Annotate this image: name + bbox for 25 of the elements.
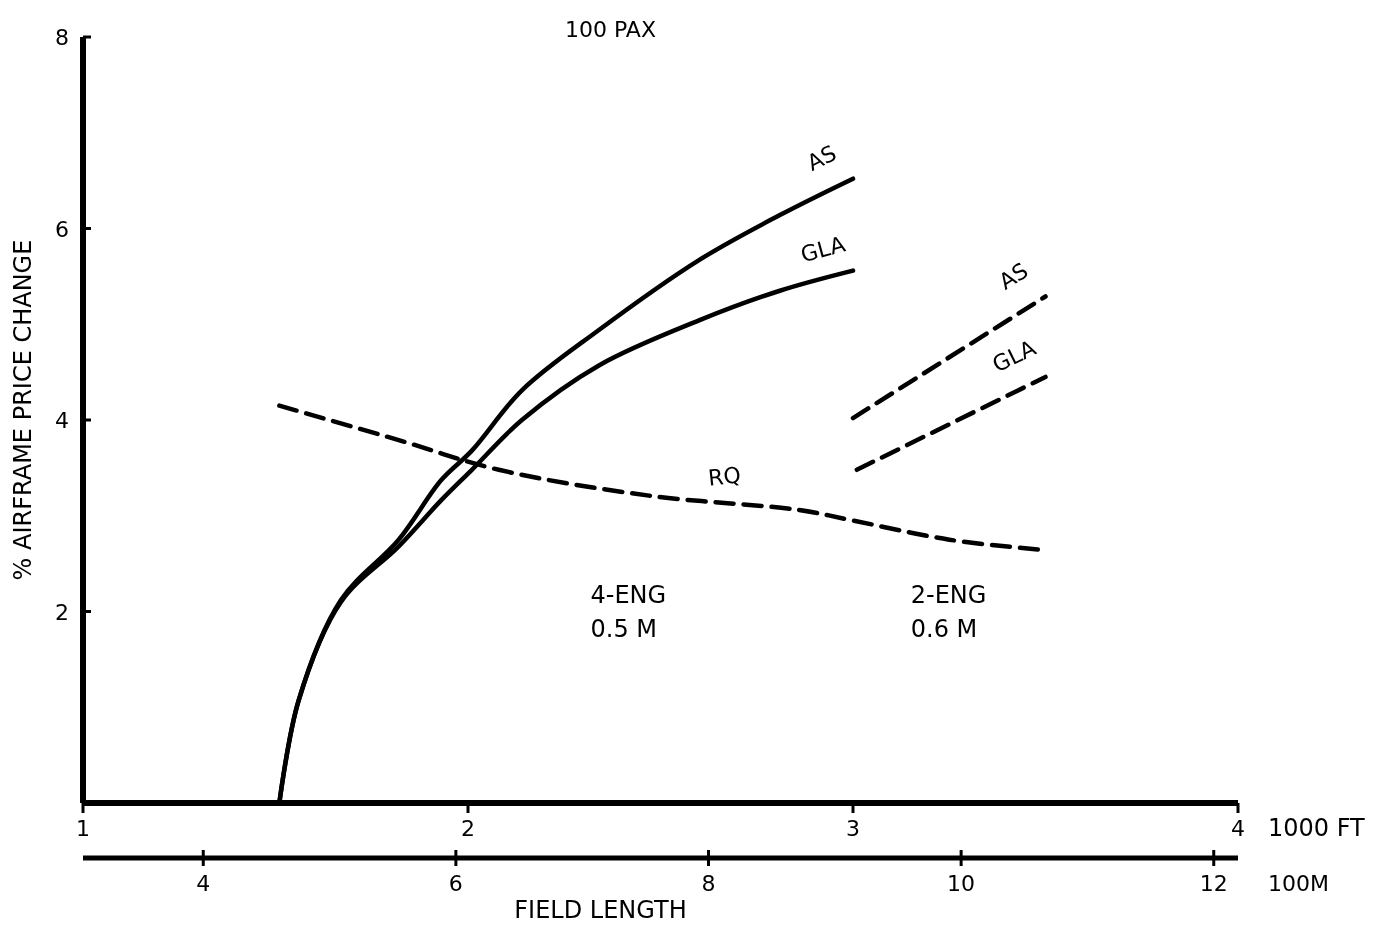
annotation: 2-ENG 0.6 M bbox=[910, 581, 987, 643]
x-tick-label: 1 bbox=[76, 816, 90, 841]
y-tick-label: 4 bbox=[55, 408, 69, 433]
text: AS bbox=[994, 257, 1033, 295]
text: AS bbox=[803, 140, 841, 176]
text: GLA bbox=[798, 231, 848, 268]
text: RQ bbox=[706, 462, 742, 491]
x2-tick-label: 6 bbox=[448, 871, 463, 896]
text: 1000 FT bbox=[1268, 814, 1366, 842]
x2-axis-title: 100M bbox=[1268, 871, 1329, 896]
x2-tick-label: 4 bbox=[196, 871, 211, 896]
x2-tick-label: 8 bbox=[701, 871, 716, 896]
text: GLA bbox=[988, 335, 1040, 378]
y-tick-label: 8 bbox=[55, 25, 69, 50]
x-tick-label: 3 bbox=[846, 816, 860, 841]
y-tick-label: 6 bbox=[55, 216, 69, 242]
x2-tick-label: 10 bbox=[947, 871, 976, 896]
x-tick-label: 2 bbox=[461, 816, 475, 841]
chart-title: 100 PAX bbox=[565, 17, 656, 42]
x-axis-title: FIELD LENGTH bbox=[514, 896, 687, 924]
y-tick-label: 2 bbox=[55, 599, 69, 625]
x2-tick-label: 12 bbox=[1199, 871, 1228, 896]
annotation: 4-ENG 0.5 M bbox=[590, 581, 667, 643]
x-tick-label: 4 bbox=[1231, 816, 1245, 841]
y-axis-title: % AIRFRAME PRICE CHANGE bbox=[9, 239, 37, 581]
